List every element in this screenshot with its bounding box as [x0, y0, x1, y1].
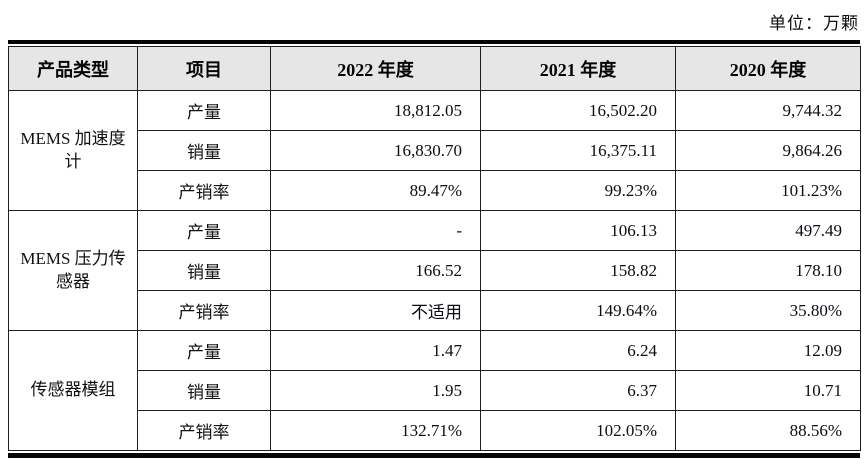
header-year-2022: 2022 年度 [270, 46, 481, 91]
value-cell-2022: 132.71% [270, 410, 481, 451]
header-year-2021: 2021 年度 [480, 46, 676, 91]
product-cell-sensor-module: 传感器模组 [8, 330, 138, 451]
table-row: 销量 1.95 6.37 10.71 [9, 370, 861, 411]
value-cell-2020: 10.71 [675, 370, 861, 411]
item-cell: 产销率 [137, 170, 271, 211]
table-row: 销量 166.52 158.82 178.10 [9, 250, 861, 291]
table-row: MEMS 加速度计 产量 18,812.05 16,502.20 9,744.3… [8, 90, 861, 211]
value-cell-2022: 18,812.05 [270, 90, 481, 131]
item-cell: 销量 [137, 370, 271, 411]
product-cell-mems-pressure-sensor: MEMS 压力传感器 [8, 210, 138, 331]
value-cell-2021: 16,375.11 [480, 130, 676, 171]
value-cell-2021: 6.24 [480, 330, 676, 371]
value-cell-2022: 1.95 [270, 370, 481, 411]
production-sales-table: 产品类型 项目 2022 年度 2021 年度 2020 年度 MEMS 加速度… [8, 40, 861, 458]
value-cell-2022: 166.52 [270, 250, 481, 291]
unit-label: 单位：万颗 [769, 14, 859, 33]
value-cell-2022: 16,830.70 [270, 130, 481, 171]
table-row: 产销率 132.71% 102.05% 88.56% [9, 410, 861, 451]
value-cell-2020: 9,864.26 [675, 130, 861, 171]
table-row: MEMS 压力传感器 产量 - 106.13 497.49 [8, 210, 861, 331]
item-cell: 产量 [137, 330, 271, 371]
header-product-type: 产品类型 [8, 46, 138, 91]
item-cell: 销量 [137, 250, 271, 291]
value-cell-2021: 102.05% [480, 410, 676, 451]
value-cell-2021: 16,502.20 [480, 90, 676, 131]
table-row: 产销率 不适用 149.64% 35.80% [9, 290, 861, 331]
value-cell-2020: 178.10 [675, 250, 861, 291]
value-cell-2020: 88.56% [675, 410, 861, 451]
value-cell-2020: 12.09 [675, 330, 861, 371]
table-row: 销量 16,830.70 16,375.11 9,864.26 [9, 130, 861, 171]
value-cell-2022: 1.47 [270, 330, 481, 371]
value-cell-2022: 不适用 [270, 290, 481, 331]
value-cell-2022: 89.47% [270, 170, 481, 211]
value-cell-2020: 497.49 [675, 210, 861, 251]
value-cell-2021: 149.64% [480, 290, 676, 331]
value-cell-2022: - [270, 210, 481, 251]
value-cell-2021: 6.37 [480, 370, 676, 411]
header-year-2020: 2020 年度 [675, 46, 861, 91]
item-cell: 产销率 [137, 410, 271, 451]
header-row: 产品类型 项目 2022 年度 2021 年度 2020 年度 [8, 46, 861, 91]
product-cell-mems-accelerometer: MEMS 加速度计 [8, 90, 138, 211]
item-cell: 产量 [137, 210, 271, 251]
item-cell: 销量 [137, 130, 271, 171]
value-cell-2020: 35.80% [675, 290, 861, 331]
table-row: 产销率 89.47% 99.23% 101.23% [9, 170, 861, 211]
value-cell-2020: 101.23% [675, 170, 861, 211]
item-cell: 产销率 [137, 290, 271, 331]
item-cell: 产量 [137, 90, 271, 131]
value-cell-2021: 99.23% [480, 170, 676, 211]
value-cell-2021: 106.13 [480, 210, 676, 251]
value-cell-2021: 158.82 [480, 250, 676, 291]
header-item: 项目 [137, 46, 271, 91]
value-cell-2020: 9,744.32 [675, 90, 861, 131]
table-row: 传感器模组 产量 1.47 6.24 12.09 [8, 330, 861, 451]
